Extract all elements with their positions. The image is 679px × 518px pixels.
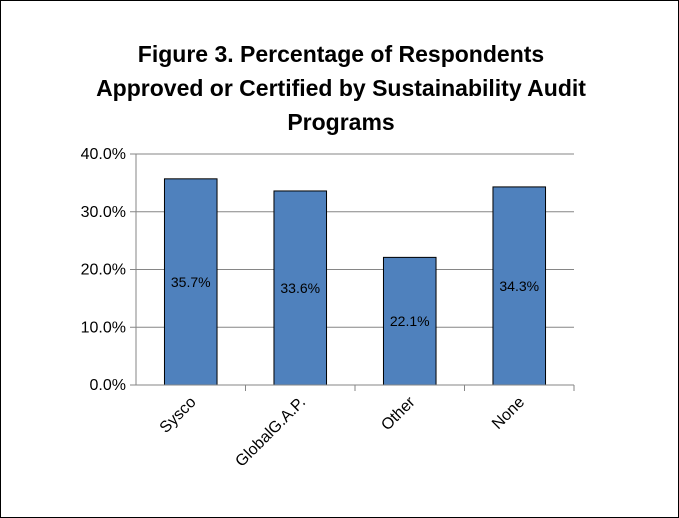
y-tick-label: 40.0%: [81, 146, 126, 163]
chart-title: Figure 3. Percentage of Respondents Appr…: [41, 37, 641, 139]
chart-title-line-3: Programs: [287, 109, 395, 135]
axes: [130, 153, 575, 391]
data-label: 34.3%: [499, 278, 539, 294]
x-category-label: Sysco: [157, 394, 200, 437]
bar-globalg-a-p: [273, 190, 328, 386]
y-tick-label: 10.0%: [81, 319, 126, 336]
data-label: 35.7%: [171, 274, 211, 290]
bar-none: [492, 186, 547, 386]
data-label: 22.1%: [390, 313, 430, 329]
bars: [163, 178, 547, 386]
chart-title-line-1: Figure 3. Percentage of Respondents: [137, 41, 545, 67]
y-tick-label: 20.0%: [81, 262, 126, 279]
x-category-label: GlobalG.A.P.: [232, 394, 309, 471]
y-tick-label: 0.0%: [90, 377, 126, 394]
x-category-label: None: [489, 394, 528, 433]
x-category-label: Other: [378, 393, 419, 434]
data-label: 33.6%: [280, 280, 320, 296]
y-tick-label: 30.0%: [81, 204, 126, 221]
chart-title-line-2: Approved or Certified by Sustainability …: [96, 75, 586, 101]
bar-sysco: [163, 178, 218, 386]
